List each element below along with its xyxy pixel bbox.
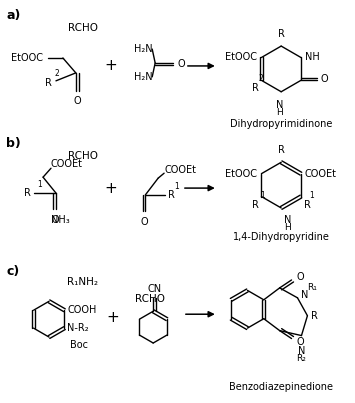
Text: b): b): [6, 137, 21, 150]
Text: H: H: [284, 223, 291, 232]
Text: R₁NH₂: R₁NH₂: [67, 278, 98, 287]
Text: 1: 1: [309, 191, 313, 199]
Text: O: O: [296, 272, 304, 282]
Text: COOEt: COOEt: [305, 169, 337, 179]
Text: H₂N: H₂N: [133, 72, 152, 82]
Text: R: R: [168, 190, 175, 200]
Text: R: R: [252, 199, 258, 210]
Text: R: R: [252, 83, 258, 93]
Text: R: R: [278, 29, 285, 39]
Text: 1,4-Dihydropyridine: 1,4-Dihydropyridine: [233, 232, 330, 242]
Text: RCHO: RCHO: [68, 23, 98, 33]
Text: COOH: COOH: [67, 305, 97, 315]
Text: N: N: [301, 290, 309, 300]
Text: R: R: [45, 78, 52, 88]
Text: 1: 1: [174, 182, 179, 191]
Text: +: +: [104, 58, 117, 73]
Text: O: O: [141, 217, 148, 227]
Text: EtOOC: EtOOC: [11, 53, 43, 63]
Text: +: +: [104, 181, 117, 195]
Text: COOEt: COOEt: [164, 165, 196, 175]
Text: EtOOC: EtOOC: [225, 52, 257, 62]
Text: +: +: [106, 310, 119, 325]
Text: Dihydropyrimidinone: Dihydropyrimidinone: [230, 118, 332, 129]
Text: EtOOC: EtOOC: [225, 169, 257, 179]
Text: R₂: R₂: [296, 355, 306, 364]
Text: RCHO: RCHO: [135, 294, 165, 304]
Text: O: O: [73, 96, 81, 106]
Text: O: O: [321, 74, 328, 84]
Text: 2: 2: [55, 69, 60, 78]
Text: R₁: R₁: [307, 283, 317, 293]
Text: O: O: [296, 337, 304, 347]
Text: 2: 2: [258, 75, 263, 83]
Text: CN: CN: [147, 285, 161, 294]
Text: N: N: [284, 215, 291, 225]
Text: N: N: [275, 100, 283, 110]
Text: H: H: [276, 108, 283, 116]
Text: 1: 1: [261, 191, 265, 199]
Text: Benzodiazepinedione: Benzodiazepinedione: [229, 382, 333, 392]
Text: NH₃: NH₃: [51, 215, 70, 225]
Text: O: O: [51, 215, 59, 225]
Text: R: R: [311, 311, 318, 321]
Text: a): a): [6, 9, 21, 22]
Text: R: R: [278, 145, 285, 155]
Text: O: O: [177, 59, 185, 69]
Text: N: N: [298, 345, 305, 355]
Text: 1: 1: [37, 180, 42, 189]
Text: R: R: [304, 199, 311, 210]
Text: COOEt: COOEt: [51, 159, 83, 169]
Text: NH: NH: [305, 52, 320, 62]
Text: H₂N: H₂N: [133, 44, 152, 54]
Text: N-R₂: N-R₂: [67, 323, 89, 333]
Text: RCHO: RCHO: [68, 152, 98, 161]
Text: Boc: Boc: [70, 340, 88, 350]
Text: R: R: [24, 188, 31, 198]
Text: c): c): [6, 264, 20, 278]
